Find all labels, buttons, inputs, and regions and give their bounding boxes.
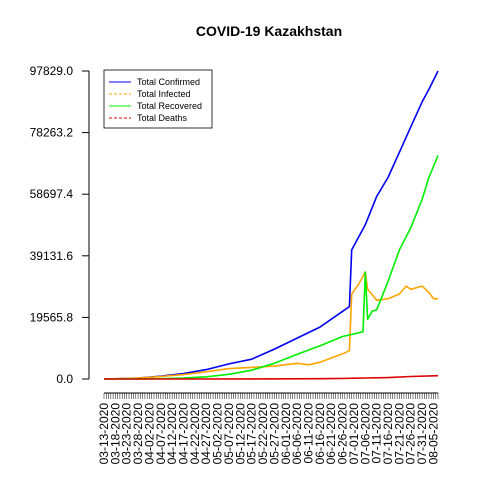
x-tick-label: 03-23-2020 — [120, 403, 134, 465]
y-tick-label: 78263.2 — [30, 126, 74, 140]
y-axis: 0.0 19565.8 39131.6 58697.4 78263.2 97829.0 — [30, 64, 90, 386]
x-tick-label: 04-12-2020 — [165, 403, 179, 465]
x-tick-label: 08-05-2020 — [426, 403, 440, 465]
y-tick-label: 19565.8 — [30, 310, 74, 324]
x-tick-label: 04-02-2020 — [142, 403, 156, 465]
x-tick-label: 06-26-2020 — [336, 403, 350, 465]
series-line-total-confirmed — [103, 70, 439, 380]
x-tick-label: 05-17-2020 — [245, 403, 259, 465]
plot-area — [103, 70, 439, 380]
x-tick-label: 06-21-2020 — [324, 403, 338, 465]
x-tick-label: 07-11-2020 — [370, 403, 384, 464]
x-tick-label: 05-07-2020 — [222, 403, 236, 465]
x-tick-label: 07-21-2020 — [392, 403, 406, 465]
y-tick-label: 39131.6 — [30, 249, 74, 263]
x-tick-label: 05-27-2020 — [267, 403, 281, 465]
x-tick-label: 07-31-2020 — [415, 403, 429, 465]
legend-label: Total Infected — [137, 89, 191, 99]
x-tick-label: 07-26-2020 — [404, 403, 418, 465]
x-tick-label: 04-07-2020 — [154, 403, 168, 465]
x-tick-label: 06-06-2020 — [290, 403, 304, 465]
x-axis: 03-13-202003-18-202003-23-202003-28-2020… — [97, 392, 440, 465]
x-tick-label: 03-28-2020 — [131, 403, 145, 465]
x-tick-label: 06-16-2020 — [313, 403, 327, 465]
x-tick-label: 05-22-2020 — [256, 403, 270, 465]
x-tick-label: 05-02-2020 — [211, 403, 225, 465]
x-tick-label: 07-16-2020 — [381, 403, 395, 465]
y-tick-label: 58697.4 — [30, 187, 74, 201]
x-tick-label: 06-11-2020 — [301, 403, 315, 464]
x-tick-label: 03-18-2020 — [108, 403, 122, 465]
x-tick-label: 04-22-2020 — [188, 403, 202, 465]
x-tick-label: 04-27-2020 — [199, 403, 213, 465]
chart-title: COVID-19 Kazakhstan — [196, 23, 342, 39]
series-line-total-recovered — [103, 155, 439, 380]
y-tick-label: 0.0 — [56, 372, 73, 386]
legend-label: Total Deaths — [137, 113, 188, 123]
x-tick-label: 07-01-2020 — [347, 403, 361, 465]
y-tick-label: 97829.0 — [30, 64, 74, 78]
legend: Total Confirmed Total Infected Total Recov… — [103, 69, 213, 129]
x-tick-label: 07-06-2020 — [358, 403, 372, 465]
series-line-total-deaths — [104, 374, 439, 380]
x-tick-label: 04-17-2020 — [177, 403, 191, 465]
legend-label: Total Confirmed — [137, 77, 200, 87]
x-tick-label: 06-01-2020 — [279, 403, 293, 465]
x-tick-label: 03-13-2020 — [97, 403, 111, 465]
legend-label: Total Recovered — [137, 101, 202, 111]
x-tick-label: 05-12-2020 — [233, 403, 247, 465]
series-line-total-infected — [103, 271, 438, 380]
